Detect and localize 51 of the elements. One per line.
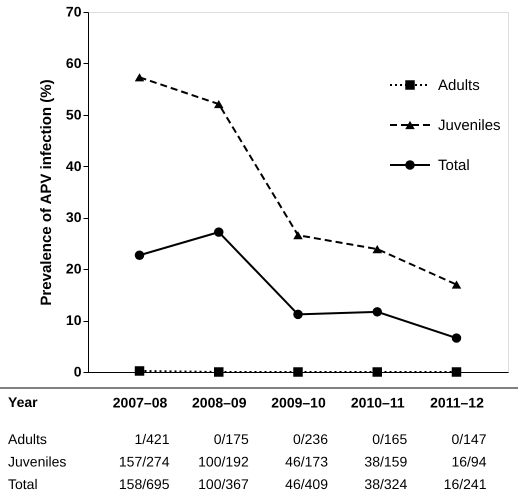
x-tick-label: 2010–11 (350, 394, 405, 410)
y-tick-label: 30 (66, 209, 82, 226)
text: 38/324 (364, 476, 408, 492)
y-tick-label: 40 (66, 158, 82, 174)
y-tick-label: 50 (66, 106, 82, 122)
point (214, 100, 224, 108)
text: Adults (8, 431, 47, 447)
point (134, 366, 144, 376)
point (293, 367, 303, 377)
y-tick-label: 20 (66, 260, 82, 277)
point (372, 367, 382, 377)
point (372, 307, 382, 317)
y-tick-label: 70 (66, 4, 82, 20)
legend-label: Juveniles (438, 117, 501, 134)
text: 0/175 (214, 431, 249, 447)
y-tick-label: 60 (66, 54, 82, 71)
y-axis-title: Prevalence of APV infection (%) (38, 79, 55, 306)
point (293, 310, 303, 320)
text: 100/192 (198, 454, 249, 470)
text: 100/367 (198, 476, 249, 492)
text: 158/695 (118, 476, 170, 492)
y-tick-label: 0 (74, 364, 82, 380)
point (452, 333, 462, 343)
text: Juveniles (8, 454, 66, 470)
x-tick-label: 2009–10 (271, 394, 326, 410)
x-axis-title: Year (8, 394, 38, 410)
text: 0/147 (451, 431, 487, 447)
point (214, 227, 224, 237)
text: 38/159 (364, 454, 408, 470)
text: 157/274 (118, 454, 170, 470)
point (452, 280, 462, 289)
point (372, 244, 382, 254)
x-tick-label: 2011–12 (430, 394, 484, 410)
legend-label: Total (438, 157, 470, 174)
x-tick-label: 2008–09 (192, 394, 247, 410)
point (134, 250, 144, 260)
text: Total (8, 476, 38, 492)
point (293, 231, 303, 240)
text: 1/421 (134, 431, 170, 447)
x-tick-label: 2007–08 (112, 394, 168, 410)
text: 16/94 (451, 454, 487, 470)
text: 0/236 (292, 431, 328, 447)
point (214, 367, 224, 377)
text: 46/409 (285, 476, 328, 492)
text: 46/173 (285, 454, 328, 470)
point (134, 73, 144, 82)
text: 16/241 (444, 476, 487, 492)
text: 0/165 (372, 431, 408, 447)
y-tick-label: 10 (66, 312, 82, 328)
legend-label: Adults (438, 77, 480, 94)
point (452, 367, 462, 377)
